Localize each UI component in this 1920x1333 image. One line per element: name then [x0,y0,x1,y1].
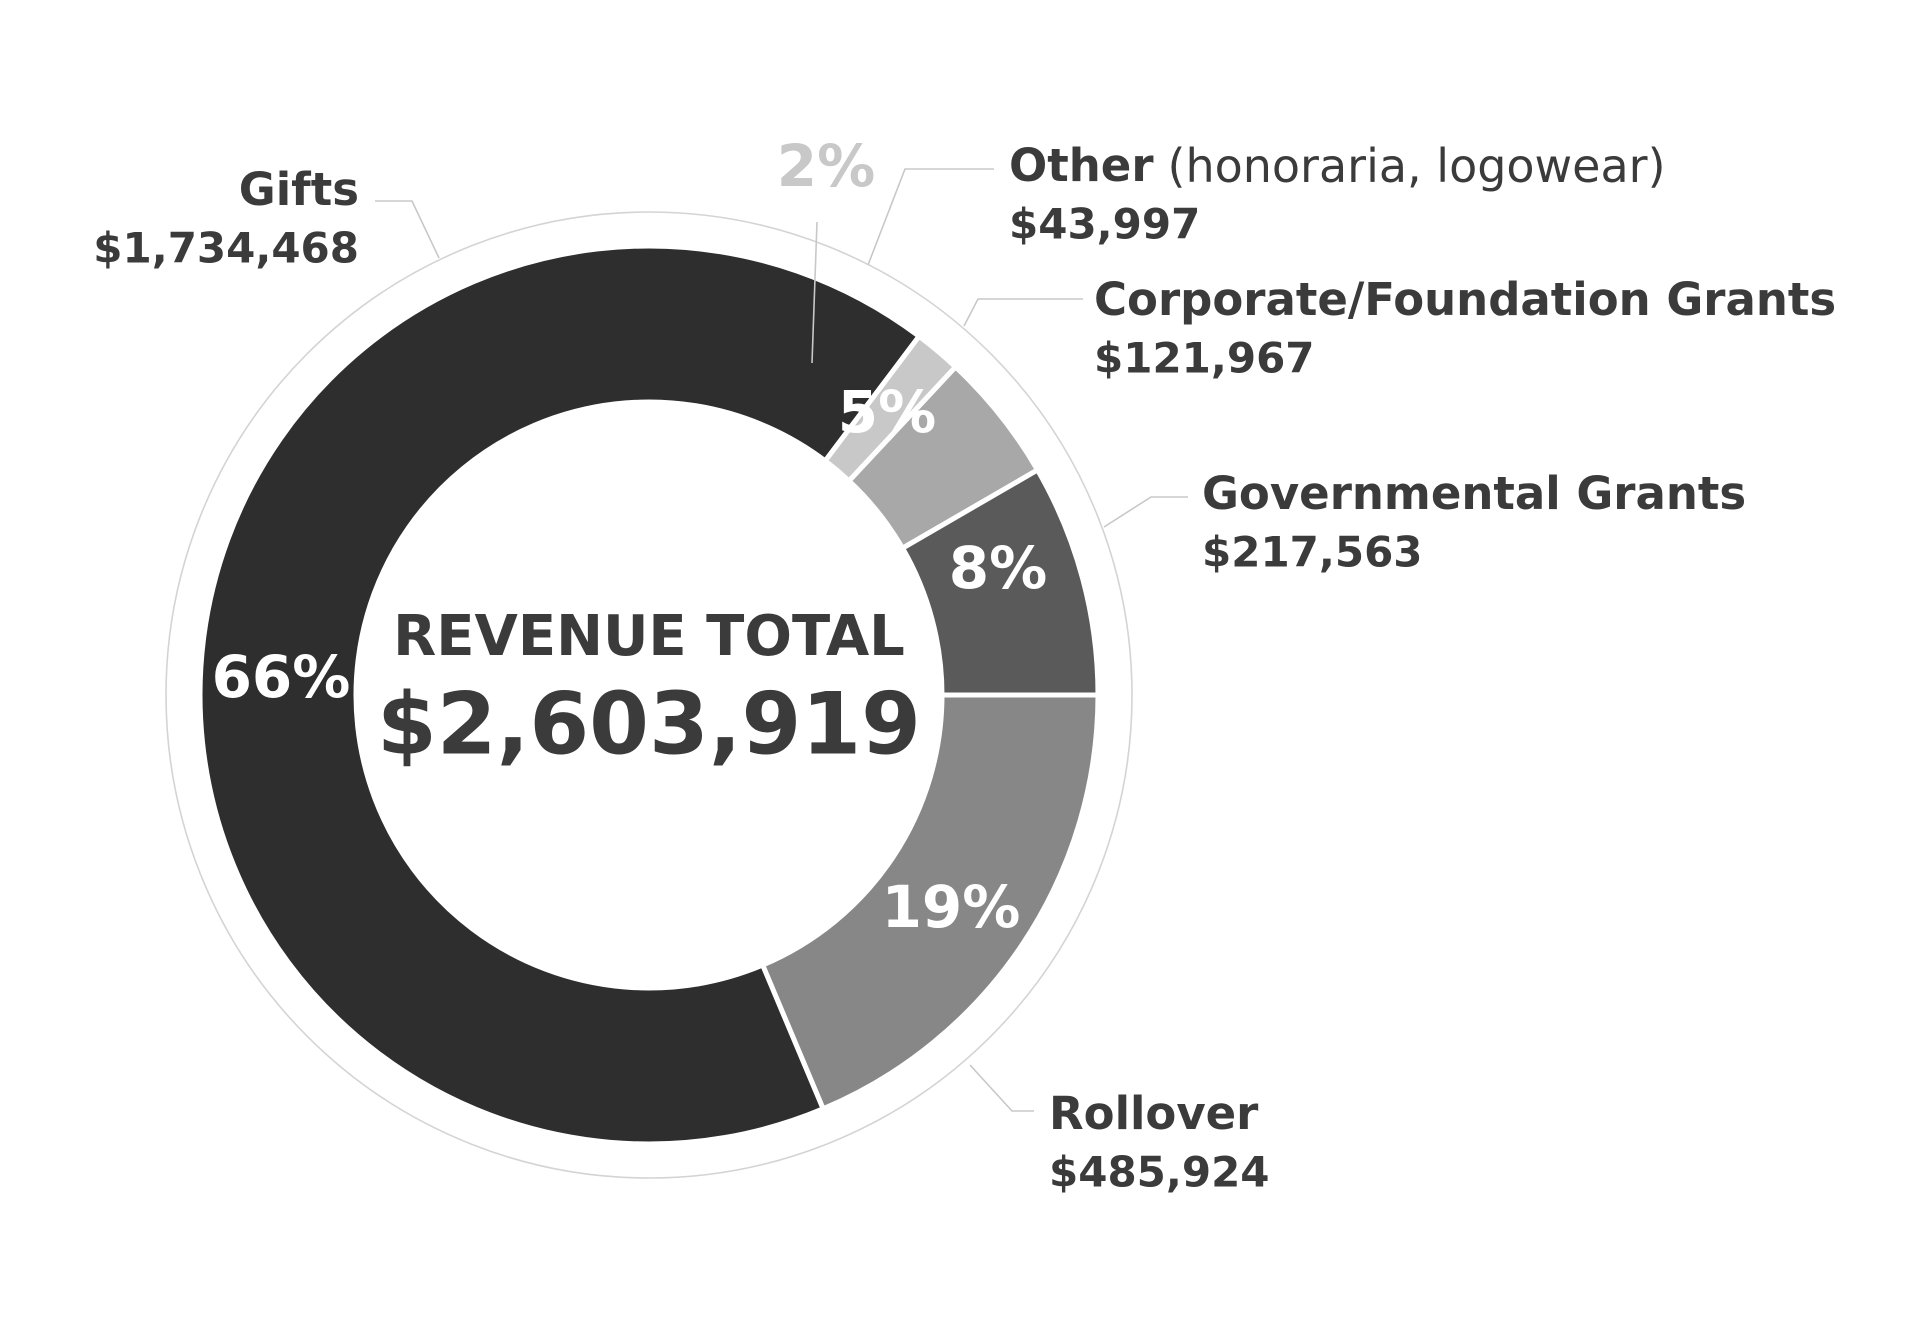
category-label: Governmental Grants [1202,467,1746,520]
leader-line [969,1064,1034,1112]
share-label: 5% [838,378,936,446]
value-label: $1,734,468 [93,224,359,273]
leader-line [963,298,1083,327]
share-label: 19% [882,873,1021,941]
donut-slice [197,243,923,1147]
leader-line [867,168,994,266]
category-label: Rollover [1049,1087,1259,1140]
value-label: $217,563 [1202,528,1423,577]
value-label: $121,967 [1094,334,1315,383]
share-label: 66% [212,643,351,711]
category-label: Gifts [239,163,359,216]
donut-slice [899,466,1101,698]
category-name: Rollover [1049,1087,1259,1140]
center-value: $2,603,919 [377,674,921,774]
category-label: Other (honoraria, logowear) [1009,139,1666,193]
outer-ring [165,211,1133,1179]
leader-line [1103,496,1188,528]
category-name: Gifts [239,163,359,216]
value-label: $485,924 [1049,1148,1270,1197]
donut-slice [759,692,1101,1113]
leader-line [375,200,440,259]
category-name: Corporate/Foundation Grants [1094,273,1836,326]
slices [197,243,1101,1147]
center-title: REVENUE TOTAL [393,604,905,669]
category-label: Corporate/Foundation Grants [1094,273,1836,326]
category-name: Other [1009,139,1154,192]
leader-line [811,221,818,364]
value-label: $43,997 [1009,200,1200,249]
share-label: 2% [777,132,875,200]
category-note: (honoraria, logowear) [1168,139,1666,193]
share-label: 8% [949,534,1047,602]
category-name: Governmental Grants [1202,467,1746,520]
